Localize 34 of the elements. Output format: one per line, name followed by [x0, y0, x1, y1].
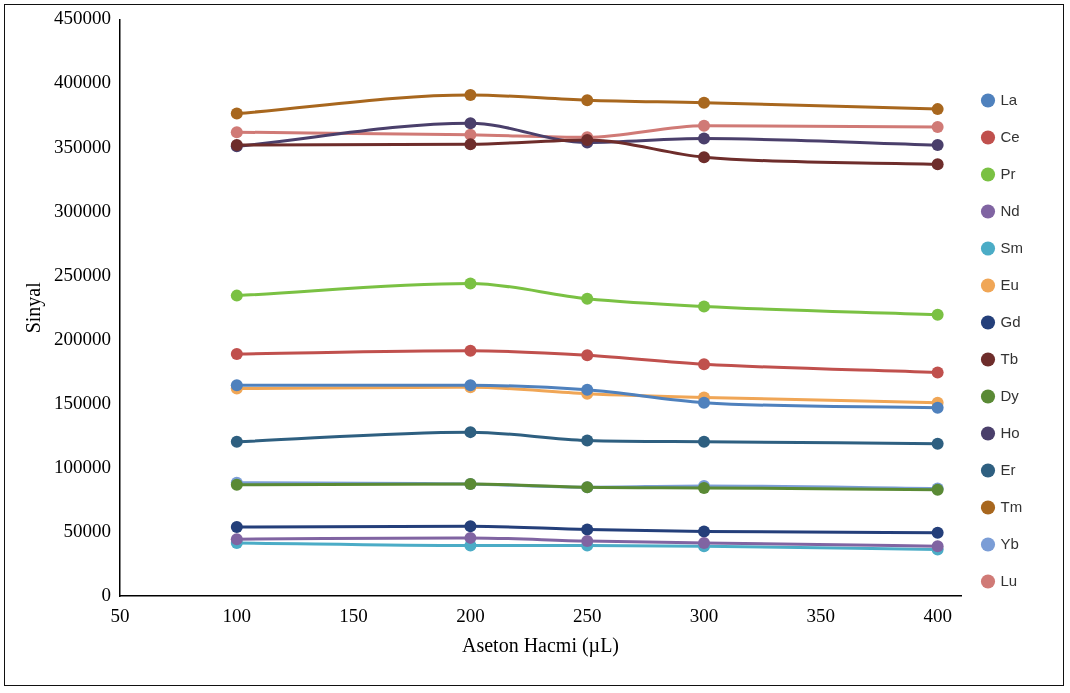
x-tick-label: 250 — [572, 604, 602, 626]
legend-label: Ho — [1000, 423, 1020, 441]
x-axis-title: Aseton Hacmi (µL) — [461, 634, 620, 658]
x-tick-label: 150 — [339, 604, 368, 626]
x-tick-label: 50 — [110, 604, 130, 626]
legend-label: Tm — [1000, 497, 1023, 515]
legend-label: La — [1000, 90, 1018, 108]
legend-label: Dy — [1000, 386, 1020, 404]
legend-label: Gd — [1000, 312, 1021, 330]
y-tick-label: 450000 — [54, 7, 111, 29]
y-tick-label: 100000 — [54, 456, 111, 478]
y-tick-label: 250000 — [54, 263, 111, 285]
x-tick-label: 350 — [806, 604, 836, 626]
x-tick-label: 200 — [456, 604, 485, 626]
legend-label: Yb — [1000, 534, 1019, 552]
y-tick-label: 150000 — [54, 391, 111, 413]
legend-label: Pr — [1000, 164, 1016, 182]
y-tick-label: 300000 — [54, 199, 111, 221]
y-tick-label: 0 — [101, 584, 111, 606]
y-tick-label: 50000 — [63, 520, 111, 542]
legend-label: Nd — [1000, 201, 1020, 219]
legend-label: Tb — [1000, 349, 1019, 367]
x-tick-label: 400 — [923, 604, 952, 626]
x-tick-label: 100 — [222, 604, 252, 626]
legend-label: Er — [1000, 460, 1016, 478]
legend-label: Sm — [1000, 238, 1023, 256]
y-tick-label: 400000 — [54, 71, 111, 93]
x-tick-label: 300 — [689, 604, 719, 626]
y-axis-title: Sinyal — [22, 281, 46, 334]
legend-label: Lu — [1000, 571, 1018, 589]
y-tick-label: 200000 — [54, 327, 111, 349]
y-tick-label: 350000 — [54, 135, 111, 157]
legend-label: Eu — [1000, 275, 1019, 293]
legend-label: Ce — [1000, 127, 1020, 145]
